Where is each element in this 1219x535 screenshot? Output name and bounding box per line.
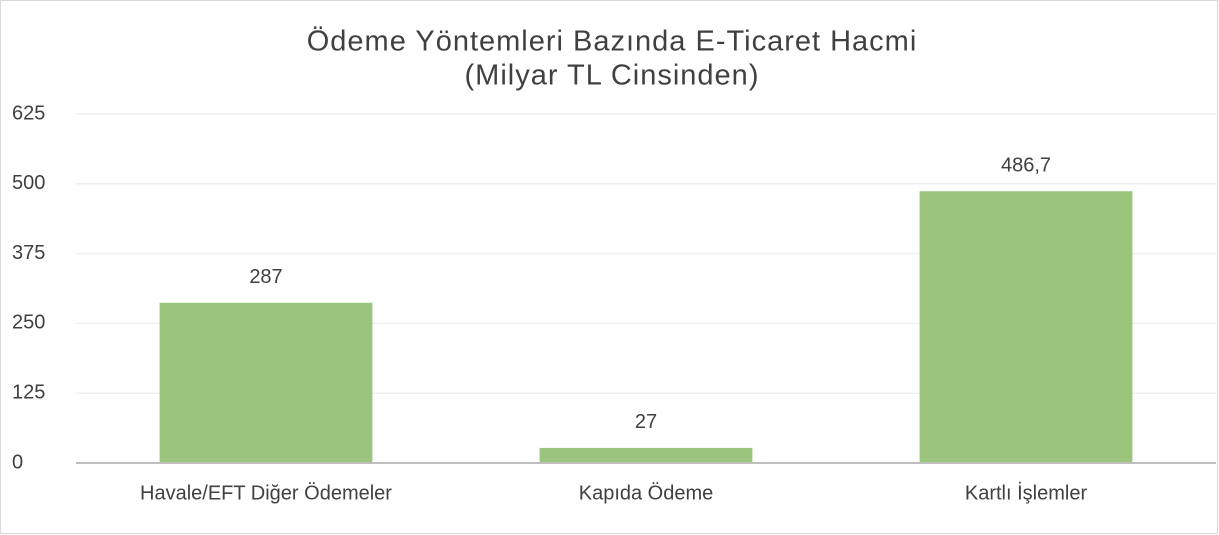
y-tick-label: 0 [12, 451, 23, 473]
data-label: 27 [635, 411, 657, 433]
y-tick-label: 125 [12, 381, 45, 403]
data-label: 287 [249, 266, 282, 288]
y-tick-label: 250 [12, 312, 45, 334]
data-label: 486,7 [1001, 155, 1051, 177]
y-tick-label: 375 [12, 242, 45, 264]
bar [919, 191, 1133, 463]
chart-title: Ödeme Yöntemleri Bazında E-Ticaret Hacmi [307, 26, 918, 58]
x-tick-label: Kapıda Ödeme [579, 482, 714, 504]
chart-subtitle: (Milyar TL Cinsinden) [465, 60, 760, 92]
y-tick-label: 625 [12, 102, 45, 124]
bar [539, 447, 753, 463]
x-tick-label: Kartlı İşlemler [965, 481, 1088, 504]
bar [159, 302, 373, 463]
y-tick-label: 500 [12, 172, 45, 194]
x-tick-label: Havale/EFT Diğer Ödemeler [140, 482, 392, 504]
